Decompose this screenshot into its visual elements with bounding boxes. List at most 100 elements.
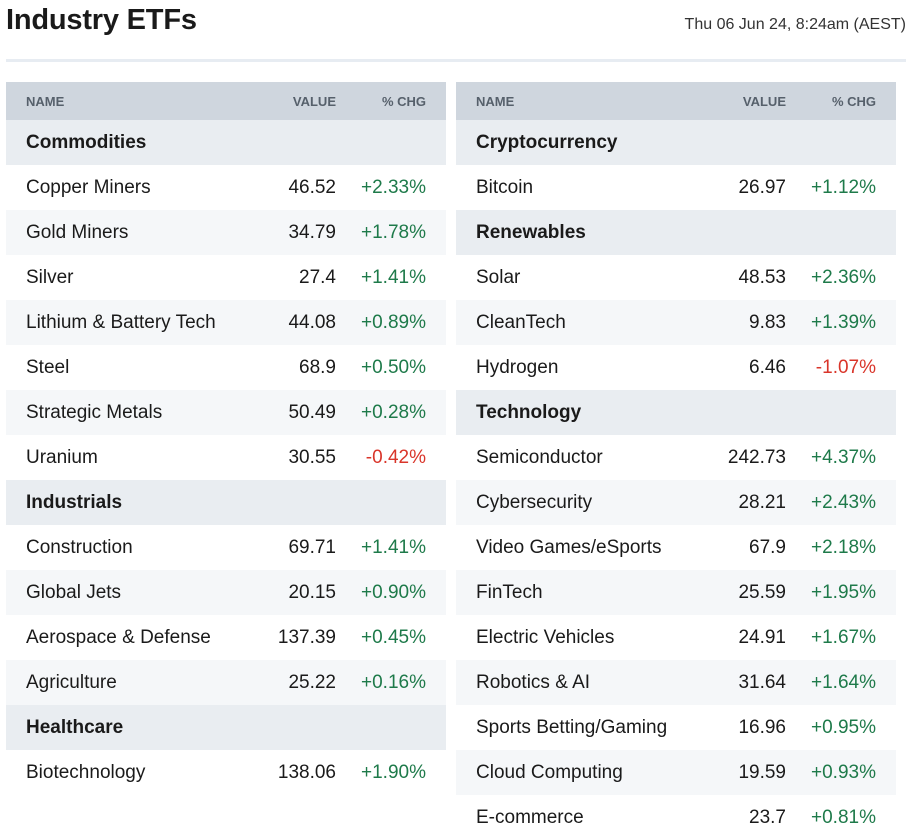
etf-name[interactable]: Strategic Metals [26, 401, 163, 423]
etf-change: +1.64% [811, 671, 876, 693]
table-row[interactable]: Agriculture 25.22 +0.16% [6, 660, 446, 705]
table-row[interactable]: Aerospace & Defense 137.39 +0.45% [6, 615, 446, 660]
etf-change: +1.67% [811, 626, 876, 648]
table-row[interactable]: E-commerce 23.7 +0.81% [456, 795, 896, 840]
etf-change: +0.28% [361, 401, 426, 423]
table-row[interactable]: Electric Vehicles 24.91 +1.67% [456, 615, 896, 660]
table-row[interactable]: Steel 68.9 +0.50% [6, 345, 446, 390]
column-header-name[interactable]: NAME [26, 93, 65, 109]
etf-name[interactable]: Electric Vehicles [476, 626, 615, 648]
etf-name[interactable]: Agriculture [26, 671, 117, 693]
table-row[interactable]: Strategic Metals 50.49 +0.28% [6, 390, 446, 435]
etf-change: +1.78% [361, 221, 426, 243]
table-row[interactable]: Robotics & AI 31.64 +1.64% [456, 660, 896, 705]
page-title: Industry ETFs [6, 4, 197, 36]
table-row[interactable]: Uranium 30.55 -0.42% [6, 435, 446, 480]
etf-name[interactable]: Video Games/eSports [476, 536, 662, 558]
etf-name[interactable]: Cybersecurity [476, 491, 593, 513]
etf-value: 242.73 [727, 446, 786, 468]
etf-name[interactable]: Cloud Computing [476, 761, 623, 783]
etf-change: +0.93% [811, 761, 876, 783]
group-header-row: Commodities [6, 120, 446, 165]
etf-name[interactable]: FinTech [476, 581, 543, 603]
table-body: Commodities Copper Miners 46.52 +2.33% Gold … [6, 120, 446, 795]
table-row[interactable]: Sports Betting/Gaming 16.96 +0.95% [456, 705, 896, 750]
etf-value: 19.59 [738, 761, 786, 783]
etf-name[interactable]: CleanTech [476, 311, 566, 333]
etf-change: +0.89% [361, 311, 426, 333]
etf-name[interactable]: Lithium & Battery Tech [26, 311, 216, 333]
page-header: Industry ETFs Thu 06 Jun 24, 8:24am (AES… [0, 0, 910, 62]
etf-change: +1.41% [361, 266, 426, 288]
group-label: Commodities [26, 131, 147, 153]
table-row[interactable]: Bitcoin 26.97 +1.12% [456, 165, 896, 210]
etf-change: +2.36% [811, 266, 876, 288]
table-row[interactable]: Cloud Computing 19.59 +0.93% [456, 750, 896, 795]
header-divider [6, 59, 906, 62]
table-row[interactable]: Lithium & Battery Tech 44.08 +0.89% [6, 300, 446, 345]
etf-change: +1.90% [361, 761, 426, 783]
group-header-row: Healthcare [6, 705, 446, 750]
etf-value: 6.46 [749, 356, 786, 378]
etf-name[interactable]: Aerospace & Defense [26, 626, 211, 648]
column-header-name[interactable]: NAME [476, 93, 515, 109]
etf-name[interactable]: Hydrogen [476, 356, 559, 378]
etf-name[interactable]: Biotechnology [26, 761, 146, 783]
etf-name[interactable]: Gold Miners [26, 221, 129, 243]
column-header-chg[interactable]: % CHG [381, 93, 426, 109]
etf-change: +2.43% [811, 491, 876, 513]
etf-value: 30.55 [288, 446, 336, 468]
group-label: Technology [476, 401, 582, 423]
etf-name[interactable]: Bitcoin [476, 176, 534, 198]
etf-value: 25.22 [288, 671, 336, 693]
etf-change: +0.81% [811, 806, 876, 828]
etf-name[interactable]: Global Jets [26, 581, 122, 603]
etf-name[interactable]: E-commerce [476, 806, 584, 828]
group-label: Cryptocurrency [476, 131, 618, 153]
etf-name[interactable]: Silver [26, 266, 74, 288]
etf-name[interactable]: Semiconductor [476, 446, 603, 468]
etf-change: +4.37% [811, 446, 876, 468]
table-row[interactable]: Silver 27.4 +1.41% [6, 255, 446, 300]
table-row[interactable]: Copper Miners 46.52 +2.33% [6, 165, 446, 210]
etf-value: 34.79 [288, 221, 336, 243]
table-row[interactable]: CleanTech 9.83 +1.39% [456, 300, 896, 345]
table-row[interactable]: Gold Miners 34.79 +1.78% [6, 210, 446, 255]
etf-name[interactable]: Robotics & AI [476, 671, 591, 693]
column-header-value[interactable]: VALUE [742, 93, 786, 109]
etf-name[interactable]: Steel [26, 356, 70, 378]
etf-value: 26.97 [738, 176, 786, 198]
table-row[interactable]: Hydrogen 6.46 -1.07% [456, 345, 896, 390]
etf-value: 48.53 [738, 266, 786, 288]
table-row[interactable]: Construction 69.71 +1.41% [6, 525, 446, 570]
etf-name[interactable]: Uranium [26, 446, 98, 468]
table-body: Cryptocurrency Bitcoin 26.97 +1.12% Renewabl… [456, 120, 896, 840]
group-header-row: Cryptocurrency [456, 120, 896, 165]
table-row[interactable]: Solar 48.53 +2.36% [456, 255, 896, 300]
etf-change: -0.42% [365, 446, 426, 468]
table-row[interactable]: Biotechnology 138.06 +1.90% [6, 750, 446, 795]
table-row[interactable]: Video Games/eSports 67.9 +2.18% [456, 525, 896, 570]
etf-value: 68.9 [299, 356, 336, 378]
table-row[interactable]: Semiconductor 242.73 +4.37% [456, 435, 896, 480]
etf-name[interactable]: Solar [476, 266, 521, 288]
etf-value: 138.06 [277, 761, 336, 783]
etf-name[interactable]: Construction [26, 536, 133, 558]
column-header-chg[interactable]: % CHG [831, 93, 876, 109]
etf-change: +0.45% [361, 626, 426, 648]
group-header-row: Industrials [6, 480, 446, 525]
etf-change: +1.39% [811, 311, 876, 333]
etf-change: +1.95% [811, 581, 876, 603]
etf-change: +1.12% [811, 176, 876, 198]
etf-name[interactable]: Copper Miners [26, 176, 151, 198]
etf-change: +0.16% [361, 671, 426, 693]
group-label: Industrials [26, 491, 123, 513]
etf-change: +1.41% [361, 536, 426, 558]
table-row[interactable]: FinTech 25.59 +1.95% [456, 570, 896, 615]
table-row[interactable]: Cybersecurity 28.21 +2.43% [456, 480, 896, 525]
etf-value: 46.52 [288, 176, 336, 198]
etf-change: +2.18% [811, 536, 876, 558]
table-row[interactable]: Global Jets 20.15 +0.90% [6, 570, 446, 615]
etf-name[interactable]: Sports Betting/Gaming [476, 716, 668, 738]
column-header-value[interactable]: VALUE [292, 93, 336, 109]
